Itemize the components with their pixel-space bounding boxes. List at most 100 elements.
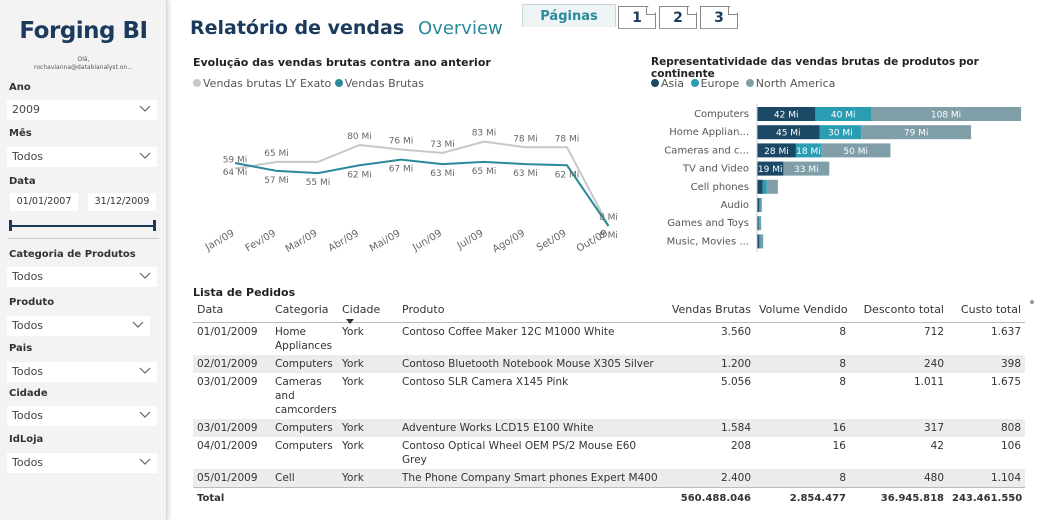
chevron-down-icon [139, 152, 151, 159]
total-cell [338, 486, 398, 508]
bar-europe[interactable] [759, 198, 761, 212]
col-header-data[interactable]: Data [193, 301, 271, 323]
line-data-label: 73 Mi [430, 140, 455, 150]
slider-start-handle[interactable] [9, 220, 12, 231]
bar-asia[interactable] [757, 216, 759, 231]
col-header-desconto-total[interactable]: Desconto total [850, 301, 948, 323]
filter-label-categoria: Categoria de Produtos [9, 249, 136, 260]
legend-dot-asia [651, 79, 659, 87]
cell-vendas-brutas: 5.056 [720, 375, 751, 388]
bar-asia[interactable] [757, 198, 760, 212]
col-header-volume-vendido[interactable]: Volume Vendido [755, 301, 850, 323]
line-chart-legend: Vendas brutas LY Exato Vendas Brutas [193, 77, 424, 90]
bar-north-america[interactable] [870, 107, 1022, 121]
produto-value: Todos [12, 319, 44, 332]
ano-dropdown[interactable]: 2009 [7, 100, 157, 120]
filter-label-produto: Produto [9, 297, 55, 308]
page-tab-label: 2 [673, 10, 683, 26]
pais-dropdown[interactable]: Todos [7, 362, 157, 382]
cell-categoria: Home Appliances [275, 325, 333, 352]
bar-asia[interactable] [757, 107, 816, 121]
line-data-label: 78 Mi [555, 134, 580, 144]
line-data-label: 83 Mi [472, 129, 497, 139]
table-row[interactable]: 03/01/2009 Cameras and camcorders York Cont… [193, 373, 1025, 419]
page-title: Relatório de vendas [190, 17, 405, 39]
page-tab-1[interactable]: 1 [618, 6, 656, 29]
orders-table: Data Categoria Cidade Produto Vendas Bru… [193, 301, 1025, 508]
table-row[interactable]: 04/01/2009 Computers York Contoso Optical W… [193, 437, 1025, 469]
bar-europe[interactable] [759, 234, 761, 249]
chevron-down-icon [139, 411, 151, 418]
date-end-input[interactable]: 31/12/2009 [88, 193, 156, 211]
col-header-custo-total[interactable]: Custo total [948, 301, 1025, 323]
total-volume-vendido: 2.854.477 [755, 486, 850, 508]
x-tick-label: Set/09 [535, 228, 569, 254]
cell-produto: The Phone Company Smart phones Expert M4… [398, 468, 663, 487]
bar-asia[interactable] [757, 161, 784, 176]
table-row[interactable]: 05/01/2009 Cell York The Phone Company Smar… [193, 468, 1025, 487]
bar-north-america[interactable] [861, 125, 972, 140]
date-start-input[interactable]: 01/01/2007 [10, 193, 78, 211]
cell-categoria: Computers [271, 418, 338, 437]
idloja-dropdown[interactable]: Todos [7, 453, 157, 473]
page-tab-2[interactable]: 2 [659, 6, 697, 29]
bar-data-label: 40 Mi [831, 111, 856, 121]
cell-desconto-total: 240 [850, 354, 948, 373]
filter-label-idloja: IdLoja [9, 434, 44, 445]
pais-value: Todos [12, 365, 44, 378]
bar-north-america[interactable] [759, 216, 762, 231]
cidade-dropdown[interactable]: Todos [7, 406, 157, 426]
tab-fold [728, 7, 737, 15]
cell-desconto-total: 42 [930, 439, 944, 452]
overview-link[interactable]: Overview [418, 18, 503, 39]
line-data-label: 65 Mi [472, 167, 497, 177]
bar-europe[interactable] [815, 107, 871, 121]
bar-europe[interactable] [762, 179, 767, 194]
date-range-slider[interactable] [10, 225, 155, 227]
page-tab-3[interactable]: 3 [700, 6, 738, 29]
table-row[interactable]: 02/01/2009 Computers York Contoso Bluetooth… [193, 354, 1025, 373]
bar-data-label: 50 Mi [843, 147, 868, 157]
mes-dropdown[interactable]: Todos [7, 147, 157, 167]
category-label: Cell phones [691, 182, 749, 193]
total-custo: 243.461.550 [948, 486, 1025, 508]
table-header-row: Data Categoria Cidade Produto Vendas Bru… [193, 301, 1025, 323]
bar-north-america[interactable] [760, 234, 764, 249]
slider-end-handle[interactable] [153, 220, 156, 231]
cell-data: 03/01/2009 [197, 375, 258, 388]
col-header-cidade[interactable]: Cidade [338, 301, 398, 323]
cell-custo-total: 808 [948, 418, 1025, 437]
table-row[interactable]: 01/01/2009 Home Appliances York Contoso Cof… [193, 322, 1025, 355]
bar-chart: Computers 42 Mi 40 Mi 108 Mi Home Applian...… [664, 104, 1022, 252]
bar-asia[interactable] [757, 234, 760, 249]
table-row[interactable]: 03/01/2009 Computers York Adventure Works L… [193, 418, 1025, 437]
x-tick-label: Mar/09 [284, 228, 320, 255]
bar-asia[interactable] [757, 179, 763, 194]
cell-desconto-total: 480 [850, 468, 948, 487]
bar-asia[interactable] [757, 125, 820, 140]
bar-north-america[interactable] [766, 179, 778, 194]
line-data-label: 78 Mi [513, 134, 538, 144]
bar-data-label: 79 Mi [904, 129, 929, 139]
bar-asia[interactable] [757, 143, 796, 158]
bar-europe[interactable] [819, 125, 862, 140]
col-header-vendas-brutas[interactable]: Vendas Brutas [663, 301, 755, 323]
produto-dropdown[interactable]: Todos [7, 316, 150, 336]
x-tick-label: Abr/09 [327, 228, 361, 254]
cell-desconto-total: 712 [923, 325, 944, 338]
category-label: Music, Movies ... [667, 236, 749, 247]
filter-label-data: Data [9, 176, 36, 187]
legend-dot-current [334, 79, 343, 87]
col-header-produto[interactable]: Produto [398, 301, 663, 323]
sort-descending-icon[interactable] [346, 319, 354, 324]
more-options-icon[interactable] [1030, 300, 1034, 304]
bar-europe[interactable] [758, 216, 760, 231]
cell-custo-total: 106 [1000, 439, 1021, 452]
col-header-categoria[interactable]: Categoria [271, 301, 338, 323]
categoria-dropdown[interactable]: Todos [7, 267, 157, 287]
bar-north-america[interactable] [820, 143, 891, 158]
filter-label-cidade: Cidade [9, 388, 48, 399]
bar-north-america[interactable] [760, 198, 762, 212]
bar-north-america[interactable] [783, 161, 830, 176]
bar-europe[interactable] [795, 143, 821, 158]
